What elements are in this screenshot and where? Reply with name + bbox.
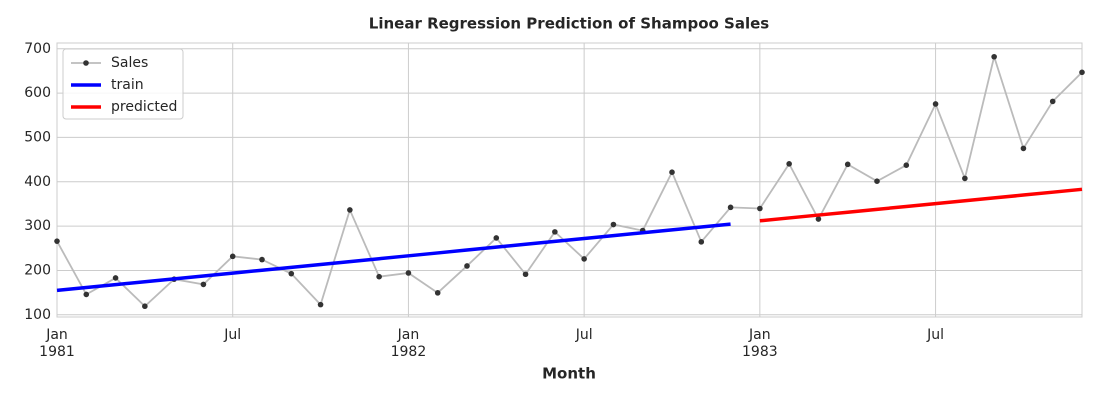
legend-box (62, 48, 184, 120)
x-tick-label: Jul (224, 327, 242, 343)
x-tick-label: Jul (575, 327, 593, 343)
x-tick-label: Jan 1983 (742, 327, 778, 360)
data-point (1020, 145, 1027, 152)
data-point (405, 270, 412, 276)
data-point (200, 281, 207, 288)
legend-marker (83, 60, 89, 66)
legend-label: predicted (111, 99, 177, 115)
data-point (83, 291, 90, 298)
data-point (112, 275, 119, 281)
data-point (669, 169, 675, 175)
data-point (522, 271, 529, 278)
data-point (229, 253, 236, 260)
y-tick-label: 700 (24, 41, 51, 57)
data-point (962, 175, 968, 182)
data-point (464, 263, 470, 269)
series-line (56, 53, 1083, 308)
data-point (991, 53, 997, 60)
data-point (727, 204, 734, 211)
series-line (56, 222, 731, 293)
y-tick-label: 300 (24, 218, 51, 234)
y-tick-label: 500 (24, 129, 51, 145)
data-point (434, 290, 441, 296)
y-tick-label: 100 (24, 307, 51, 323)
data-point (903, 162, 910, 168)
data-point (317, 301, 324, 308)
data-point (288, 270, 295, 277)
data-point (54, 238, 60, 244)
legend-label: train (111, 77, 144, 93)
data-point (581, 256, 587, 262)
data-point (1079, 69, 1085, 76)
data-point (815, 216, 822, 222)
chart-title: Linear Regression Prediction of Shampoo … (369, 15, 769, 33)
x-tick-label: Jan 1982 (390, 327, 427, 360)
data-point (786, 161, 792, 167)
data-point (932, 101, 939, 107)
data-point (874, 178, 880, 184)
x-tick-label: Jul (927, 327, 945, 343)
y-tick-label: 200 (24, 262, 51, 278)
data-point (698, 239, 705, 245)
data-point (757, 205, 763, 212)
data-point (347, 207, 353, 213)
series-line (759, 187, 1083, 223)
y-tick-label: 600 (24, 85, 51, 101)
data-point (493, 235, 500, 241)
data-point (259, 256, 265, 263)
data-point (142, 303, 148, 310)
plot-frame (56, 42, 1083, 318)
data-point (376, 273, 382, 280)
y-tick-label: 400 (24, 174, 51, 190)
data-point (552, 229, 558, 235)
legend-label: Sales (111, 55, 148, 71)
data-point (610, 221, 617, 228)
x-axis-label: Month (542, 365, 596, 383)
data-point (844, 161, 851, 168)
data-point (1049, 98, 1056, 105)
x-tick-label: Jan 1981 (39, 327, 75, 360)
